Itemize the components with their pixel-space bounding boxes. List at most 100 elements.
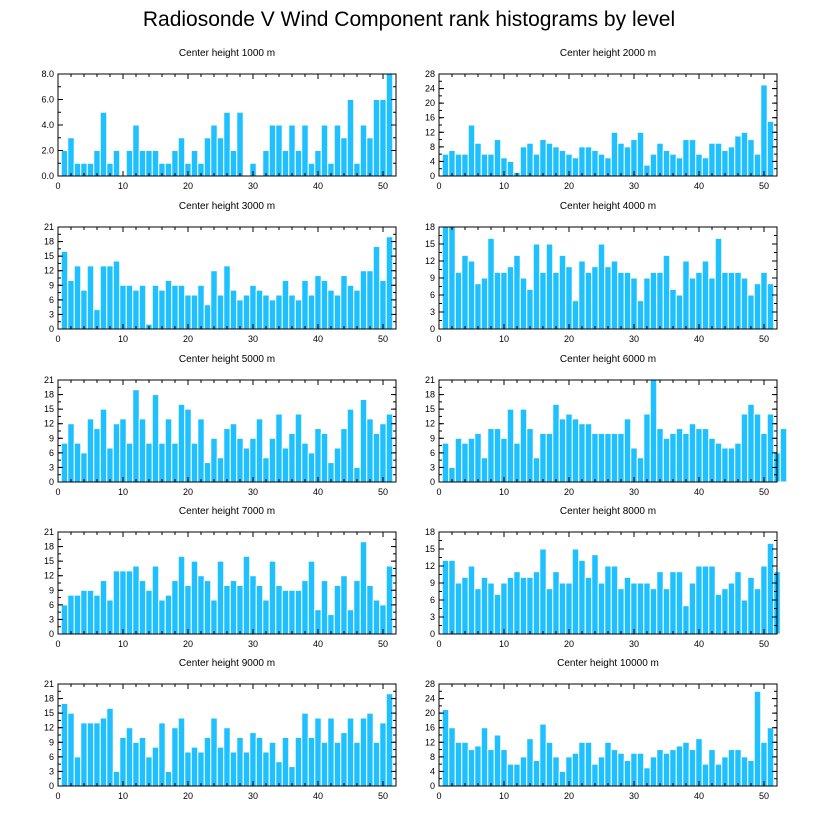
histogram-bar xyxy=(112,150,121,177)
y-tick-label: 18 xyxy=(425,390,435,400)
histogram-bar xyxy=(740,413,749,483)
x-tick-label: 40 xyxy=(694,487,704,497)
histogram-bar xyxy=(747,576,755,635)
histogram-bar xyxy=(301,712,309,787)
histogram-bar xyxy=(106,599,114,635)
y-tick-label: 6 xyxy=(430,290,435,300)
histogram-bar xyxy=(558,770,567,787)
histogram-bar xyxy=(734,271,742,330)
histogram-bar xyxy=(688,277,697,330)
x-tick-label: 20 xyxy=(564,791,574,801)
histogram-bar xyxy=(86,722,95,787)
panel-title: Center height 2000 m xyxy=(560,48,656,59)
histogram-bar xyxy=(467,260,476,330)
histogram-bar xyxy=(487,153,495,177)
histogram-bar xyxy=(112,423,121,483)
histogram-bar xyxy=(216,294,225,330)
histogram-bar xyxy=(229,423,238,483)
histogram-bar xyxy=(656,428,664,483)
histogram-bar xyxy=(571,157,580,177)
histogram-bar xyxy=(275,124,283,177)
histogram-bar xyxy=(480,727,489,787)
histogram-bar xyxy=(662,254,671,330)
histogram-bar xyxy=(60,150,69,177)
histogram-bar xyxy=(701,763,710,787)
histogram-bar xyxy=(441,709,450,787)
histogram-bar xyxy=(480,576,489,635)
histogram-bar xyxy=(532,243,541,330)
histogram-bar xyxy=(281,279,290,330)
histogram-bar xyxy=(727,146,736,177)
histogram-bar xyxy=(526,142,534,177)
histogram-bar xyxy=(448,150,456,177)
histogram-bar xyxy=(662,588,671,635)
histogram-bar xyxy=(513,763,521,787)
histogram-bar xyxy=(255,289,264,330)
y-tick-label: 12 xyxy=(425,256,435,266)
panel-title: Center height 8000 m xyxy=(560,506,656,517)
x-tick-label: 40 xyxy=(313,181,323,191)
panel-5: Center height 5000 m 0 3 6 9 12 15 18 21 0 10 20 30 4… xyxy=(44,354,397,497)
histogram-bar xyxy=(571,300,580,330)
histogram-bar xyxy=(60,250,69,330)
histogram-bar xyxy=(80,722,88,787)
histogram-bar xyxy=(500,271,508,330)
histogram-bar xyxy=(649,153,658,177)
x-tick-label: 30 xyxy=(248,487,258,497)
histogram-bar xyxy=(578,741,586,787)
y-tick-label: 3 xyxy=(49,309,54,319)
histogram-bar xyxy=(132,565,140,635)
histogram-bar xyxy=(216,457,225,483)
histogram-bar xyxy=(333,124,342,177)
histogram-bar xyxy=(112,260,121,330)
y-tick-label: 0 xyxy=(430,781,435,791)
y-tick-label: 3 xyxy=(430,462,435,472)
histogram-bar xyxy=(753,690,762,787)
panel-10: Center height 10000 m 0 4 8 12 16 20 24 28 0 10 20 3… xyxy=(425,658,778,801)
histogram-bar xyxy=(714,593,723,635)
histogram-bar xyxy=(99,408,108,483)
histogram-bar xyxy=(216,137,225,177)
histogram-bar xyxy=(158,722,166,787)
histogram-bar xyxy=(526,576,534,635)
histogram-bar xyxy=(545,142,554,177)
histogram-bar xyxy=(236,437,244,483)
y-tick-label: 3 xyxy=(430,612,435,622)
histogram-bar xyxy=(714,142,723,177)
histogram-bar xyxy=(760,271,768,330)
histogram-bar xyxy=(372,245,381,330)
histogram-bar xyxy=(532,571,541,635)
histogram-bar xyxy=(346,408,355,483)
histogram-bar xyxy=(314,275,322,330)
histogram-bar xyxy=(67,279,75,330)
histogram-bar xyxy=(734,749,742,787)
histogram-bar xyxy=(151,150,160,177)
histogram-bar xyxy=(294,736,303,787)
histogram-bar xyxy=(379,722,387,787)
histogram-bar xyxy=(493,734,502,787)
histogram-bar xyxy=(177,717,186,787)
histogram-bar xyxy=(760,741,768,787)
histogram-bar xyxy=(275,761,283,787)
histogram-bar xyxy=(93,722,101,787)
x-tick-label: 30 xyxy=(629,487,639,497)
histogram-bar xyxy=(106,707,114,787)
histogram-bar xyxy=(708,142,716,177)
histogram-bar xyxy=(623,271,632,330)
x-tick-label: 50 xyxy=(759,639,769,649)
x-tick-label: 50 xyxy=(378,791,388,801)
histogram-bar xyxy=(138,150,147,177)
histogram-bar xyxy=(610,565,619,635)
x-tick-label: 0 xyxy=(55,181,60,191)
histogram-bar xyxy=(184,751,192,787)
histogram-bar xyxy=(255,584,264,635)
histogram-bar xyxy=(99,580,108,635)
panel-title: Center height 9000 m xyxy=(179,658,275,669)
x-tick-label: 20 xyxy=(183,181,193,191)
y-tick-label: 6 xyxy=(49,448,54,458)
histogram-bar xyxy=(630,277,638,330)
histogram-bar xyxy=(158,289,166,330)
histogram-bar xyxy=(229,580,238,635)
histogram-bar xyxy=(662,437,671,483)
y-tick-label: 6 xyxy=(430,448,435,458)
